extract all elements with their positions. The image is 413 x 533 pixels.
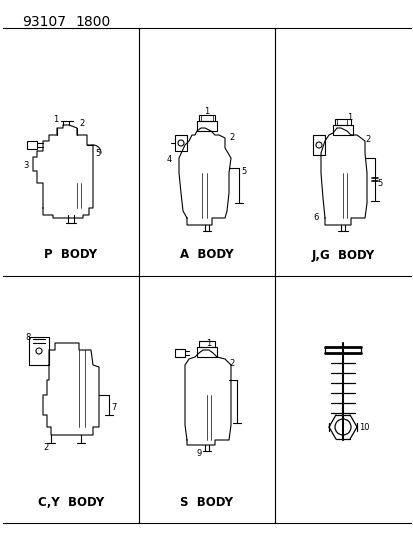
Text: 1: 1 bbox=[346, 112, 351, 122]
Bar bbox=[197, 347, 216, 357]
Text: 2: 2 bbox=[364, 134, 369, 143]
Text: 1: 1 bbox=[204, 107, 209, 116]
Bar bbox=[29, 337, 49, 365]
Text: 4: 4 bbox=[166, 155, 172, 164]
Text: 8: 8 bbox=[25, 333, 30, 342]
Bar bbox=[175, 349, 185, 357]
Text: J,G  BODY: J,G BODY bbox=[311, 248, 374, 262]
Text: 1: 1 bbox=[206, 338, 211, 348]
Bar bbox=[199, 115, 214, 121]
Text: 6: 6 bbox=[312, 214, 318, 222]
Text: 1800: 1800 bbox=[75, 15, 110, 29]
Bar bbox=[312, 135, 324, 155]
Text: S  BODY: S BODY bbox=[180, 496, 233, 509]
Text: 93107: 93107 bbox=[22, 15, 66, 29]
Text: A  BODY: A BODY bbox=[180, 248, 233, 262]
Bar bbox=[175, 135, 187, 151]
Text: C,Y  BODY: C,Y BODY bbox=[38, 496, 104, 509]
Text: 1: 1 bbox=[53, 115, 58, 124]
Text: P  BODY: P BODY bbox=[44, 248, 97, 262]
Text: 5: 5 bbox=[376, 179, 381, 188]
Text: 2: 2 bbox=[228, 133, 234, 141]
Bar bbox=[197, 121, 216, 131]
Text: 2: 2 bbox=[228, 359, 234, 367]
Text: 2: 2 bbox=[43, 442, 48, 451]
Bar bbox=[332, 125, 352, 135]
Bar bbox=[334, 119, 350, 125]
Text: 2: 2 bbox=[79, 118, 84, 127]
Text: 3: 3 bbox=[23, 160, 28, 169]
Text: 5: 5 bbox=[240, 166, 246, 175]
Text: 9: 9 bbox=[197, 448, 202, 457]
Bar bbox=[27, 141, 37, 149]
Bar bbox=[199, 341, 214, 347]
Text: 10: 10 bbox=[358, 423, 369, 432]
Text: 7: 7 bbox=[111, 402, 116, 411]
Text: 5: 5 bbox=[95, 149, 100, 157]
